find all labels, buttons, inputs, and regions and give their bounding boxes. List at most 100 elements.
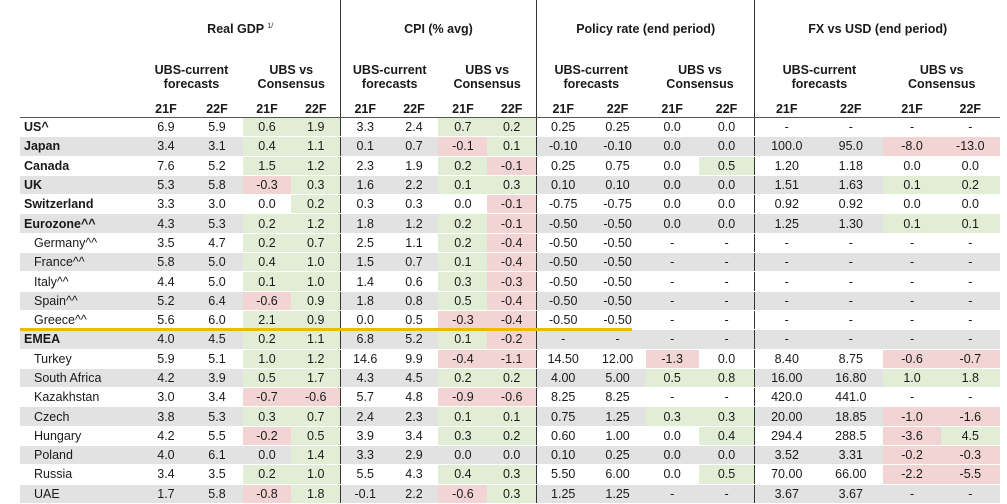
table-cell: -0.75	[589, 194, 646, 215]
table-cell: 0.0	[242, 445, 292, 466]
table-cell: -	[940, 387, 1000, 408]
gdp-footnote: 1/	[267, 22, 274, 30]
table-cell: 66.00	[818, 464, 884, 485]
sub-header-vs-consensus: UBS vs Consensus	[666, 63, 734, 91]
table-cell: -	[645, 291, 699, 311]
table-cell: -1.0	[883, 406, 941, 427]
table-row: Japan 3.4 3.1 0.4 1.1 0.1 0.7 -0.1 0.1 -0.10 -0.10…	[20, 136, 1000, 157]
table-cell: 1.0	[242, 349, 292, 369]
table-cell: 5.50	[535, 464, 590, 485]
table-cell: -0.1	[339, 484, 390, 504]
table-cell: -	[883, 291, 941, 311]
table-cell: 14.50	[535, 349, 590, 369]
table-cell: 1.2	[291, 213, 341, 234]
row-label: US^	[20, 117, 141, 138]
year-header: 21F	[140, 96, 192, 118]
table-cell: -0.50	[589, 291, 646, 311]
table-cell: 0.8	[389, 291, 439, 311]
table-cell: 2.4	[339, 406, 390, 427]
corner-cell	[20, 0, 140, 58]
table-cell: 1.9	[291, 117, 341, 138]
table-cell: -	[883, 271, 941, 292]
sub-header-vs-consensus: UBS vs Consensus	[453, 63, 521, 91]
table-cell: 5.8	[140, 252, 192, 273]
table-cell: 0.7	[438, 117, 488, 138]
table-cell: 8.25	[589, 387, 646, 408]
table-cell: -0.4	[487, 252, 537, 273]
table-cell: 0.4	[438, 464, 488, 485]
forecast-table: Real GDP 1/ CPI (% avg) Policy rate (end…	[20, 0, 1000, 504]
table-cell: 0.2	[487, 117, 537, 138]
row-label: Switzerland	[20, 194, 141, 215]
row-label: UAE	[20, 484, 141, 504]
table-cell: -	[883, 387, 941, 408]
table-cell: 0.0	[645, 136, 699, 157]
table-cell: 1.2	[291, 349, 341, 369]
table-cell: -	[698, 387, 755, 408]
table-cell: 0.0	[698, 213, 755, 234]
table-cell: -	[754, 291, 819, 311]
table-cell: 0.60	[535, 426, 590, 447]
table-cell: -	[883, 310, 941, 331]
table-cell: 294.4	[754, 426, 819, 447]
forecast-table-wrapper: Real GDP 1/ CPI (% avg) Policy rate (end…	[20, 0, 1000, 504]
table-cell: 0.1	[883, 175, 941, 196]
table-cell: 0.3	[645, 406, 699, 427]
table-cell: 0.9	[291, 291, 341, 311]
table-cell: 1.1	[291, 136, 341, 157]
sub-header-blank	[20, 58, 140, 96]
sub-header-ubs-current: UBS-current forecasts	[339, 58, 439, 96]
table-cell: 95.0	[818, 136, 884, 157]
sub-header-vs-consensus: UBS vs Consensus	[908, 63, 976, 91]
table-row: Switzerland 3.3 3.0 0.0 0.2 0.3 0.3 0.0 -0.1 -0.7…	[20, 194, 1000, 215]
table-cell: -	[818, 252, 884, 273]
table-cell: 0.0	[940, 194, 1000, 215]
table-cell: 4.3	[389, 464, 439, 485]
table-cell: -	[645, 310, 699, 331]
table-cell: 1.63	[818, 175, 884, 196]
table-cell: 2.5	[339, 233, 390, 254]
table-cell: 0.2	[242, 464, 292, 485]
table-cell: 0.1	[487, 136, 537, 157]
table-cell: -	[754, 271, 819, 292]
table-cell: 0.7	[291, 233, 341, 254]
table-cell: -	[698, 310, 755, 331]
table-cell: 0.0	[438, 194, 488, 215]
row-label: Turkey	[20, 349, 141, 369]
table-cell: 1.25	[535, 484, 590, 504]
year-header: 21F	[339, 96, 390, 118]
table-row: Italy^^ 4.4 5.0 0.1 1.0 1.4 0.6 0.3 -0.3 -0.50 -0.…	[20, 271, 1000, 292]
table-cell: 0.2	[438, 368, 488, 389]
group-header-row: Real GDP 1/ CPI (% avg) Policy rate (end…	[20, 0, 1000, 58]
table-cell: 0.0	[242, 194, 292, 215]
table-cell: 6.4	[191, 291, 243, 311]
table-cell: -	[818, 329, 884, 350]
table-cell: 1.0	[291, 271, 341, 292]
table-cell: 0.0	[645, 156, 699, 176]
table-cell: 4.5	[940, 426, 1000, 447]
table-cell: 0.92	[818, 194, 884, 215]
table-cell: 3.52	[754, 445, 819, 466]
table-cell: 3.5	[191, 464, 243, 485]
table-cell: 1.4	[339, 271, 390, 292]
table-cell: 0.75	[535, 406, 590, 427]
table-cell: 6.9	[140, 117, 192, 138]
table-cell: 5.0	[191, 271, 243, 292]
table-cell: -	[754, 117, 819, 138]
table-cell: -0.50	[589, 310, 646, 331]
table-cell: 5.00	[589, 368, 646, 389]
table-cell: 1.25	[754, 213, 819, 234]
table-cell: -	[883, 252, 941, 273]
table-cell: 0.0	[698, 117, 755, 138]
table-cell: 4.5	[389, 368, 439, 389]
table-cell: -5.5	[940, 464, 1000, 485]
table-cell: 3.0	[140, 387, 192, 408]
year-header: 22F	[589, 96, 646, 118]
table-cell: 2.4	[389, 117, 439, 138]
table-cell: 0.4	[698, 426, 755, 447]
table-cell: 3.9	[191, 368, 243, 389]
table-cell: 1.8	[339, 213, 390, 234]
table-cell: 1.25	[589, 484, 646, 504]
table-row: South Africa 4.2 3.9 0.5 1.7 4.3 4.5 0.2 0.2 4.00…	[20, 368, 1000, 389]
table-cell: 0.1	[438, 252, 488, 273]
